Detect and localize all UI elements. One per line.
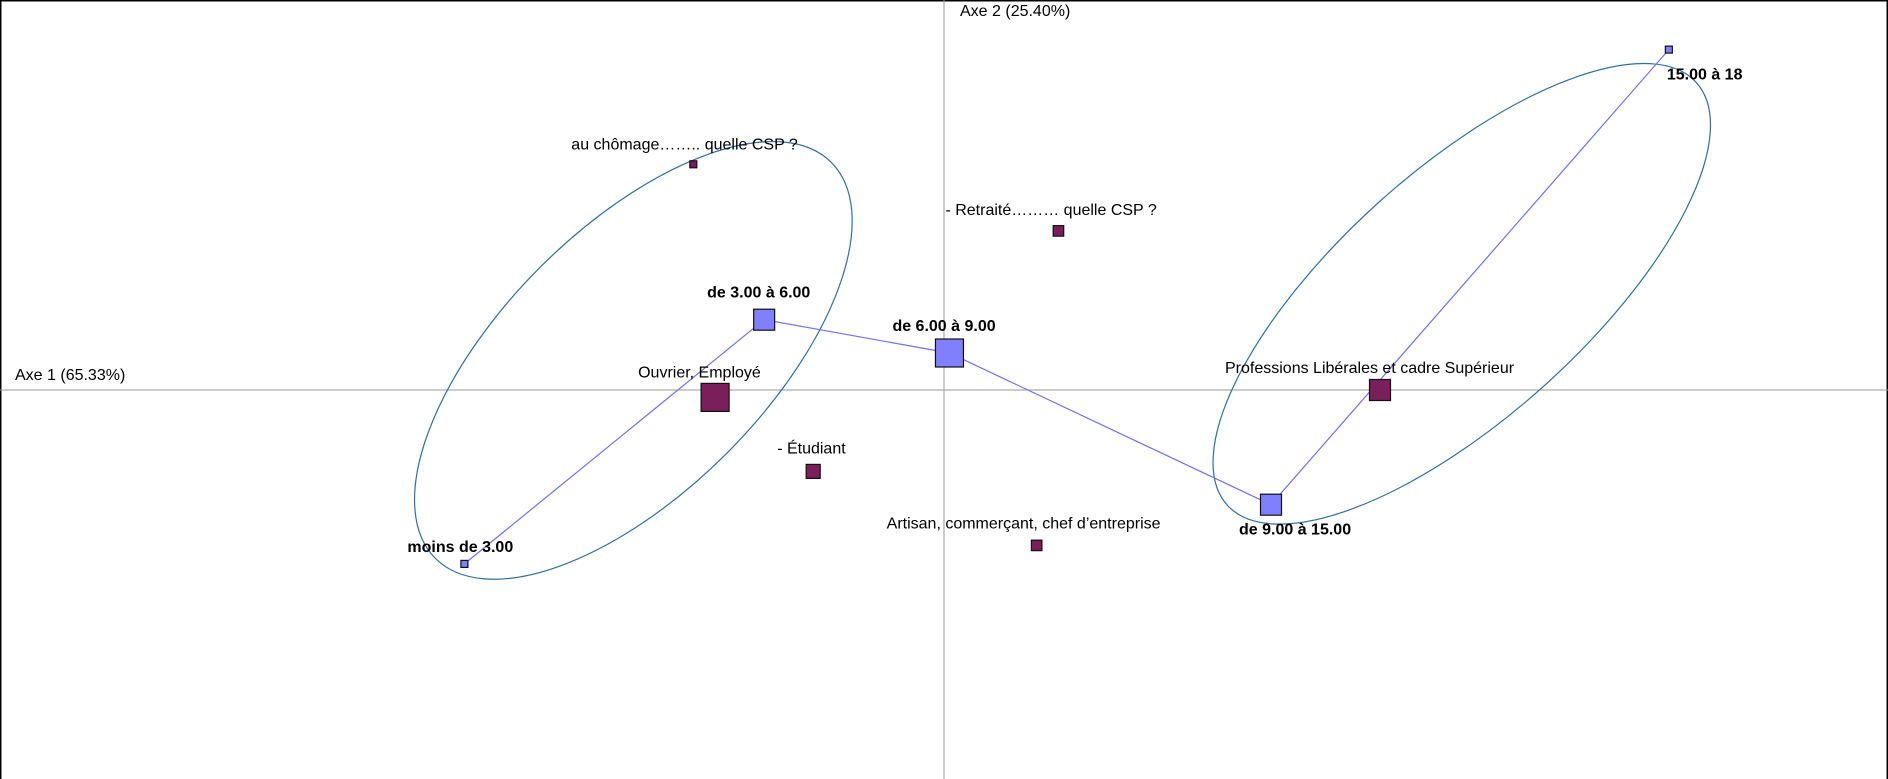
series-2-marker-5 <box>1030 539 1043 552</box>
series-1-label-2: de 3.00 à 6.00 <box>707 285 810 302</box>
series-2-marker-6 <box>1368 378 1392 402</box>
series-1-label-4: de 9.00 à 15.00 <box>1239 522 1351 539</box>
series-1-marker-4 <box>1259 493 1283 516</box>
ellipse-2 <box>1212 62 1712 525</box>
series-2-marker-2 <box>1052 225 1065 237</box>
series-2-marker-4 <box>805 463 821 479</box>
x-axis-label: Axe 1 (65.33%) <box>15 367 125 384</box>
series-2-marker-3 <box>700 382 730 412</box>
series-1-marker-2 <box>753 308 776 331</box>
series-1-marker-5 <box>1664 45 1673 54</box>
series-2-marker-1 <box>689 160 698 169</box>
series-1-label-3: de 6.00 à 9.00 <box>892 318 995 335</box>
series-2-label-6: Professions Libérales et cadre Supérieur <box>1225 360 1515 377</box>
series-2-label-1: au chômage…….. quelle CSP ? <box>571 136 798 153</box>
series-2-label-5: Artisan, commerçant, chef d’entreprise <box>887 515 1161 532</box>
series-2-label-2: - Retraité……… quelle CSP ? <box>945 202 1156 219</box>
series-1-label-1: moins de 3.00 <box>407 539 513 556</box>
series-2-label-3: Ouvrier, Employé <box>638 364 761 381</box>
ellipse-1 <box>413 140 853 580</box>
series-2-label-4: - Étudiant <box>777 438 846 457</box>
series-1-marker-1 <box>460 559 469 569</box>
series-1-label-5: 15.00 à 18 <box>1667 67 1743 84</box>
y-axis-label: Axe 2 (25.40%) <box>960 3 1070 20</box>
series-1-line <box>464 49 1670 565</box>
series-1-marker-3 <box>934 338 965 368</box>
